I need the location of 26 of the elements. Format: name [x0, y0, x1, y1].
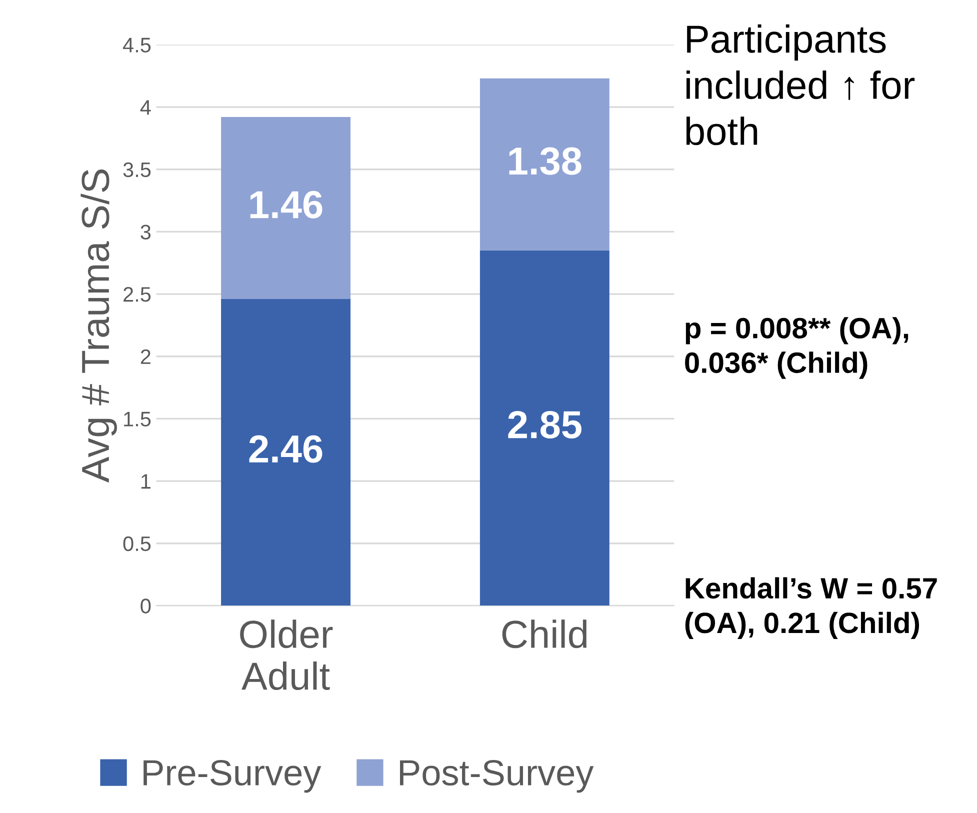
y-tick-label: 1.5 — [124, 412, 151, 426]
y-tick-label: 0.5 — [123, 536, 151, 552]
data-label: 1.38 — [509, 147, 582, 175]
bar — [221, 299, 350, 606]
x-tick-label: Child — [502, 620, 586, 648]
y-tick-label: 2.5 — [124, 287, 151, 302]
y-tick-label: 2 — [140, 349, 150, 364]
y-axis-title: Avg # Trauma S/S — [80, 170, 117, 483]
text: Participants included ↑ for both — [686, 24, 915, 146]
y-tick-label: 4.5 — [122, 38, 151, 52]
y-tick-label: 4 — [140, 100, 151, 115]
data-label: 2.85 — [508, 410, 582, 438]
bar — [480, 78, 610, 250]
y-tick-label: 1 — [141, 474, 150, 489]
y-tick-label: 3.5 — [123, 162, 151, 178]
y-tick-label: 0 — [140, 598, 151, 614]
bar — [221, 117, 350, 300]
legend-label: Pre-Survey — [144, 760, 322, 793]
text: Kendall’s W = 0.57 (OA), 0.21 (Child) — [685, 577, 937, 640]
data-label: 1.46 — [250, 190, 322, 218]
text: p = 0.008** (OA), 0.036* (Child) — [685, 317, 908, 379]
legend-label: Post-Survey — [400, 760, 594, 793]
y-tick-label: 3 — [140, 224, 151, 240]
data-label: 2.46 — [249, 435, 322, 463]
bar — [480, 250, 610, 606]
x-tick-label: Older Adult — [240, 620, 333, 690]
